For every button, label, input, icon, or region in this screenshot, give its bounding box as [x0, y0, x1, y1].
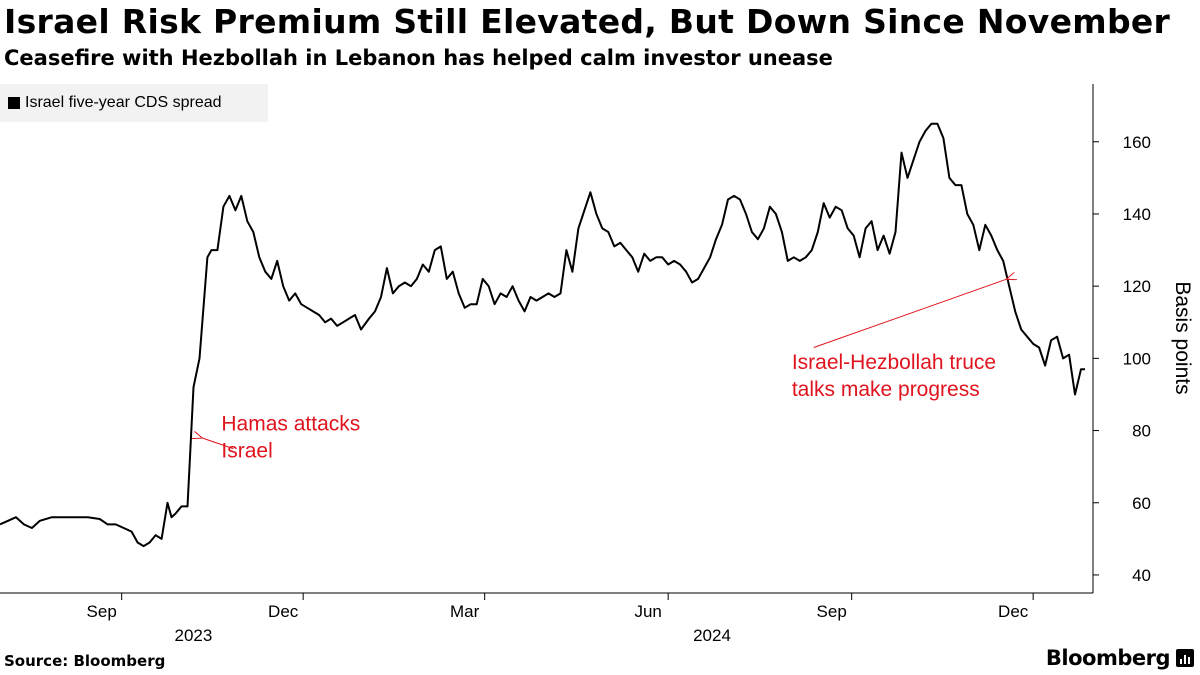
annotation-arrow	[813, 279, 1007, 348]
brand-logo: Bloomberg	[1046, 646, 1194, 670]
chart-subtitle: Ceasefire with Hezbollah in Lebanon has …	[4, 46, 833, 70]
brand-wordmark: Bloomberg	[1045, 646, 1171, 670]
x-tick-label: Sep	[87, 602, 117, 621]
x-tick-label: Mar	[450, 602, 480, 621]
annotation-text: talks make progress	[792, 378, 980, 401]
x-tick-label: Dec	[268, 602, 299, 621]
annotation-text: Israel-Hezbollah truce	[792, 351, 996, 374]
series-line-cds-spread	[0, 122, 1085, 548]
legend-label: Israel five-year CDS spread	[25, 94, 222, 111]
annotation-arrow	[201, 438, 234, 450]
y-tick-label: 160	[1123, 133, 1151, 152]
x-tick-label: Dec	[998, 602, 1029, 621]
annotation-text: Israel	[221, 440, 272, 463]
chart-title: Israel Risk Premium Still Elevated, But …	[4, 2, 1171, 41]
legend: Israel five-year CDS spread	[0, 84, 268, 122]
x-year-label: 2023	[175, 626, 213, 645]
y-tick-label: 140	[1123, 205, 1151, 224]
y-tick-label: 80	[1132, 422, 1151, 441]
annotation-text: Hamas attacks	[221, 413, 360, 436]
legend-swatch	[8, 97, 20, 109]
y-tick-label: 120	[1123, 277, 1151, 296]
y-tick-label: 60	[1132, 494, 1151, 513]
bloomberg-bars-icon	[1176, 649, 1194, 667]
x-tick-label: Sep	[817, 602, 847, 621]
y-tick-label: 40	[1132, 566, 1151, 585]
x-year-label: 2024	[693, 626, 731, 645]
x-tick-label: Jun	[634, 602, 661, 621]
y-tick-label: 100	[1123, 349, 1151, 368]
y-axis-title: Basis points	[1171, 281, 1194, 394]
source-note: Source: Bloomberg	[4, 652, 166, 670]
